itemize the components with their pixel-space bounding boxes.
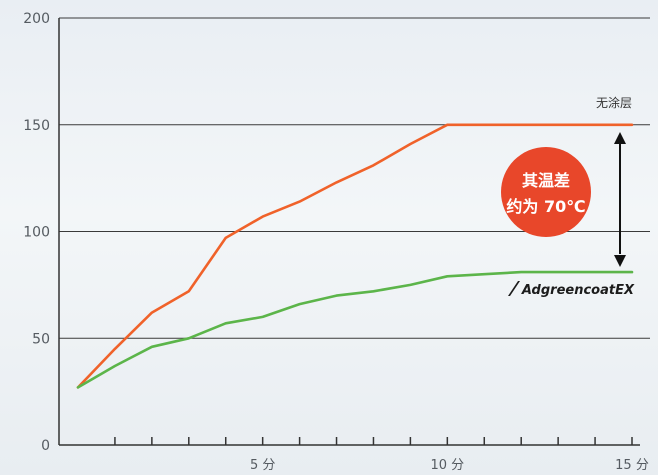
badge-line-1: 其温差: [522, 171, 570, 190]
logo-slash-icon: [508, 281, 520, 296]
arrow-up-icon: [614, 132, 626, 144]
x-tick-label: 5 分: [250, 458, 275, 473]
series-label-adgreencoat: AdgreencoatEX: [521, 283, 635, 298]
arrow-down-icon: [614, 255, 626, 267]
series-layer: [76, 123, 634, 389]
x-tick-label: 15 分: [615, 458, 649, 473]
x-tick-label: 10 分: [430, 458, 464, 473]
y-tick-label: 0: [41, 438, 50, 454]
series-line-1: [76, 270, 634, 389]
series-line-0: [76, 123, 634, 389]
y-tick-label: 100: [23, 225, 50, 241]
adgreencoat-logo: AdgreencoatEX: [508, 281, 635, 298]
series-label-uncoated: 无涂层: [596, 95, 632, 110]
tick-layer: 0 50 100 150 200 5 分 10 分 15 分: [23, 11, 649, 473]
annotation: 其温差 约为 70℃: [501, 132, 626, 267]
axis-layer: [58, 18, 640, 446]
y-tick-label: 50: [32, 331, 50, 347]
label-layer: 无涂层 AdgreencoatEX: [508, 95, 635, 298]
badge-line-2: 约为 70℃: [506, 197, 585, 216]
y-tick-label: 200: [23, 11, 50, 27]
temperature-diff-badge: [501, 147, 591, 237]
y-tick-label: 150: [23, 118, 50, 134]
